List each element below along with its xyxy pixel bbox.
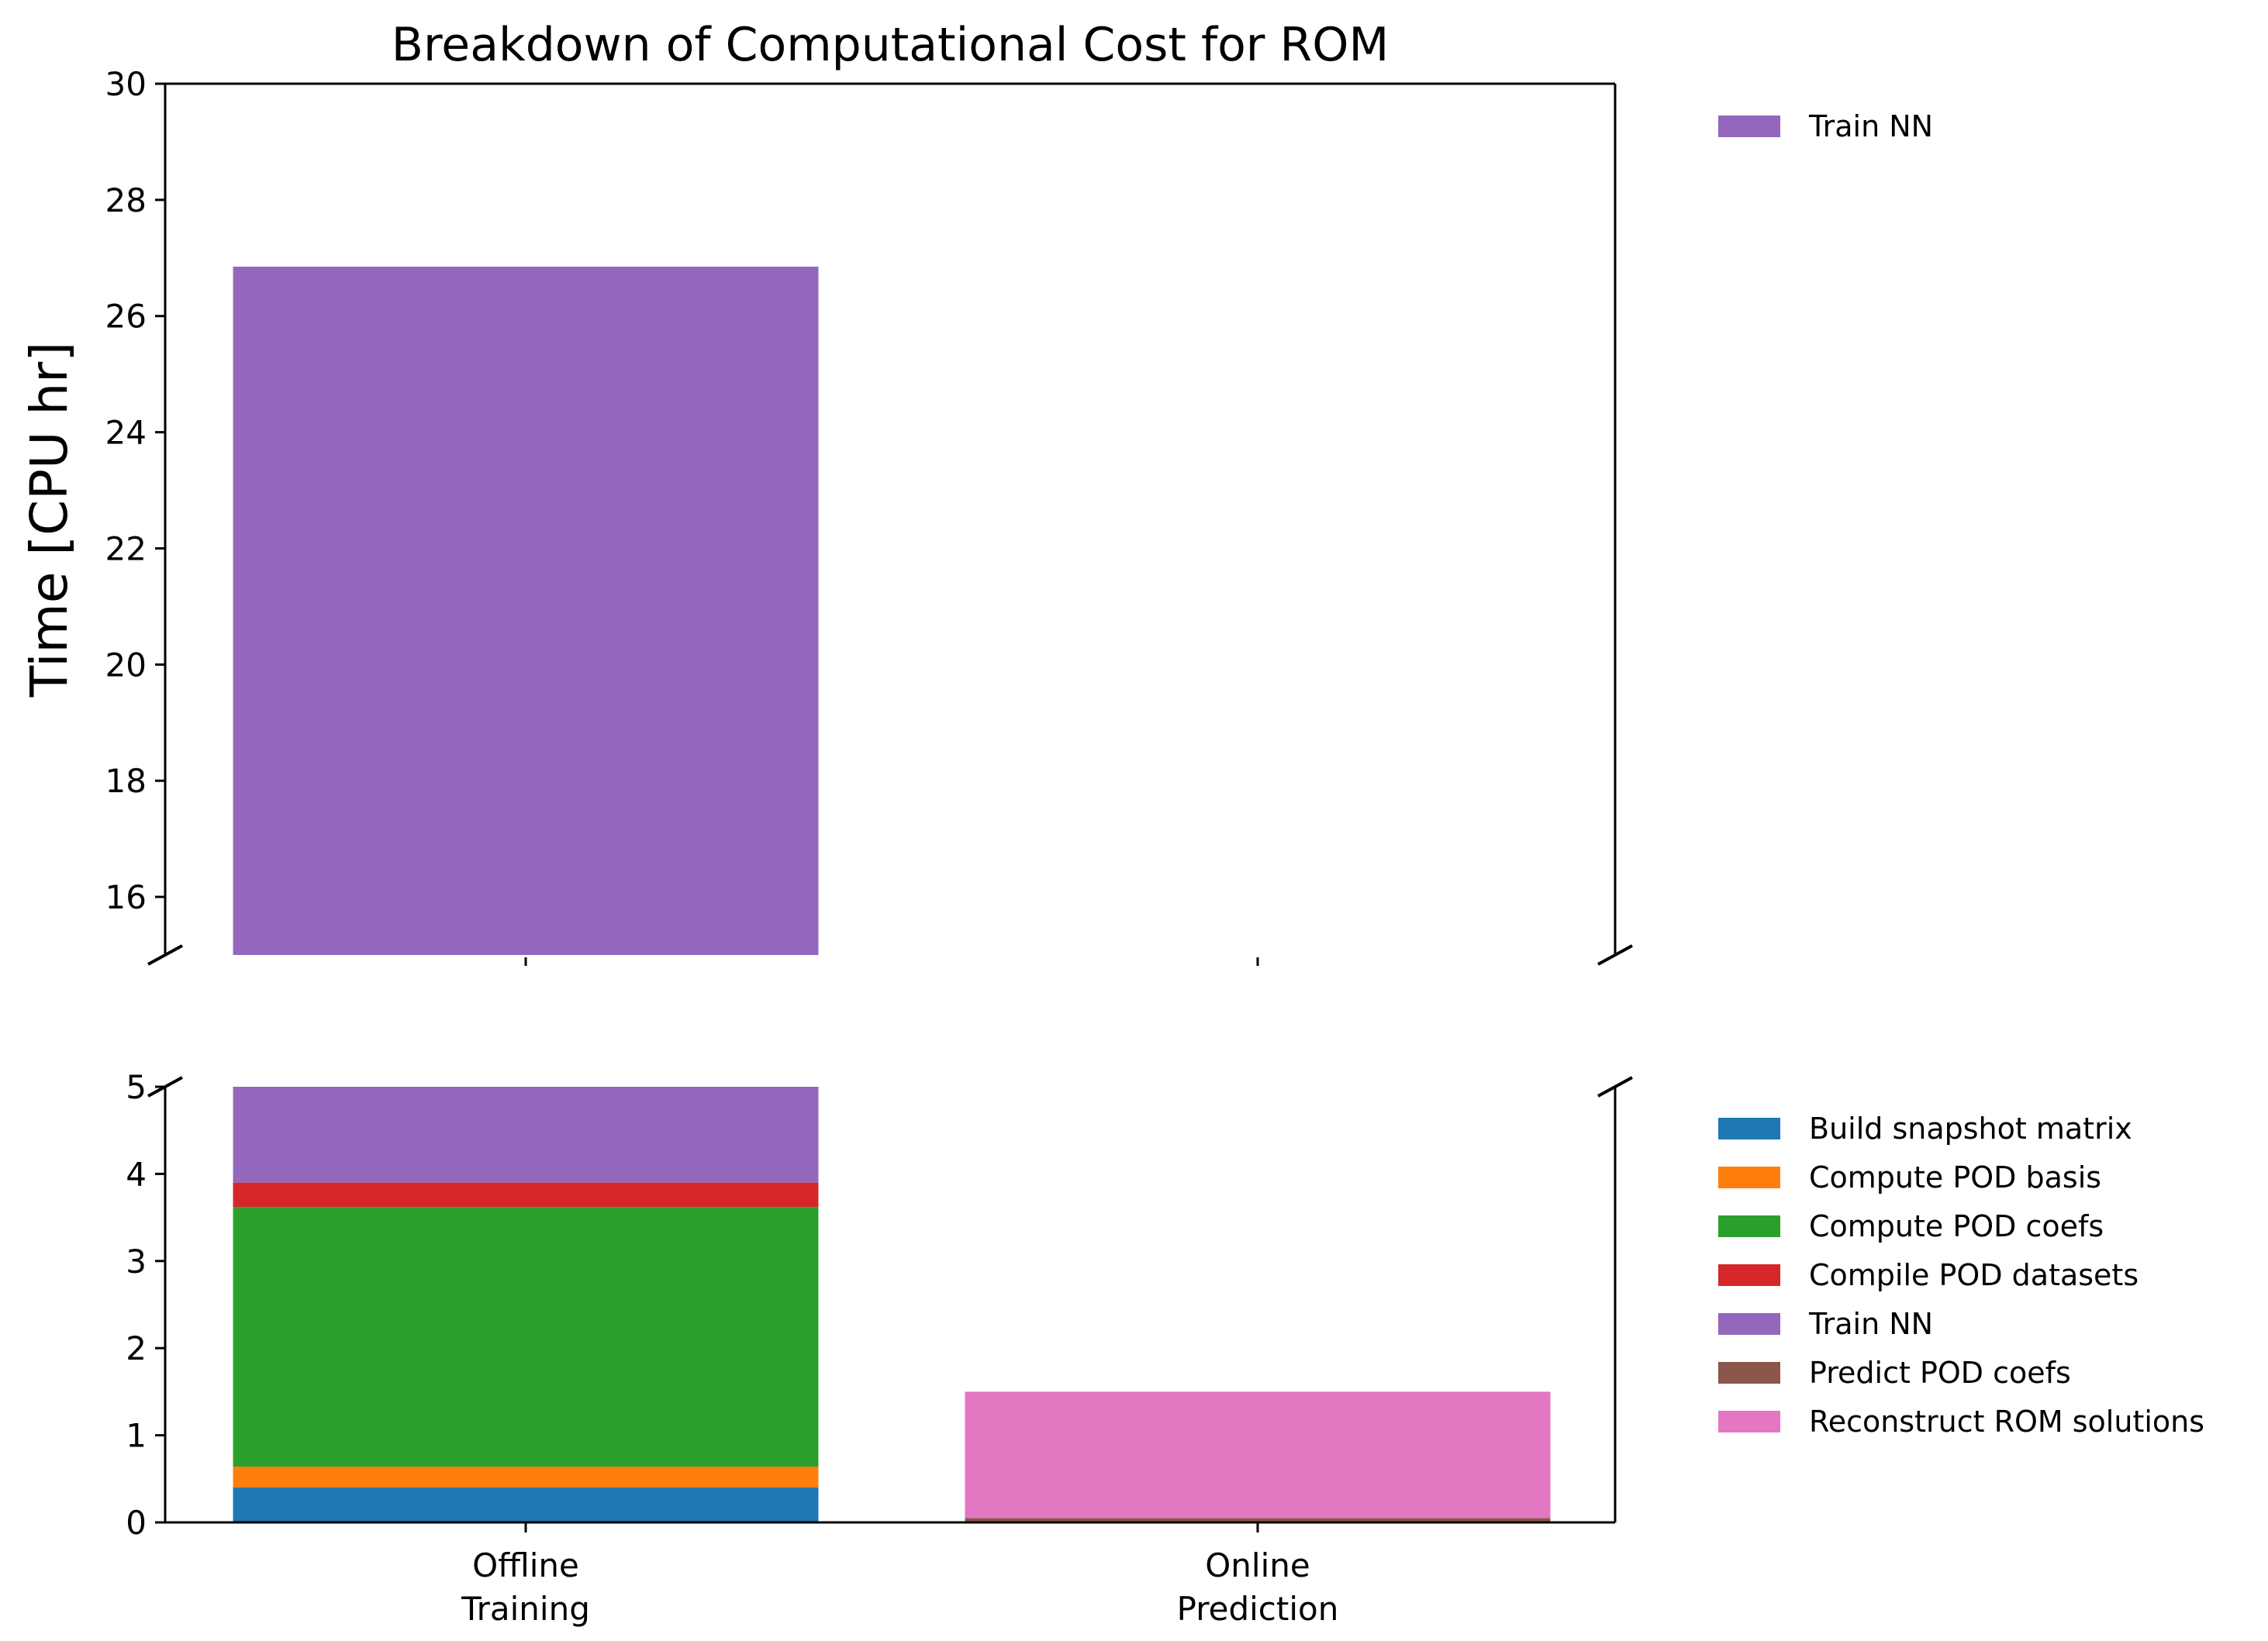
upper-ytick-label: 30 xyxy=(105,65,147,103)
legend-label: Train NN xyxy=(1808,1307,1933,1341)
upper-ytick-label: 18 xyxy=(105,762,147,800)
legend-swatch xyxy=(1718,1118,1780,1139)
xtick-label: Prediction xyxy=(1177,1590,1339,1628)
bar-segment-train-nn-lower-0 xyxy=(233,1087,819,1183)
legend-label-upper: Train NN xyxy=(1808,109,1933,143)
legend-swatch xyxy=(1718,1313,1780,1335)
lower-ytick-label: 2 xyxy=(126,1329,147,1367)
legend-label: Compute POD coefs xyxy=(1809,1209,2104,1243)
xtick-label: Online xyxy=(1205,1546,1310,1584)
bar-segment-compute-pod-coefs-lower-0 xyxy=(233,1207,819,1467)
lower-ytick-label: 5 xyxy=(126,1068,147,1106)
bar-segment-compute-pod-basis-lower-0 xyxy=(233,1467,819,1488)
upper-ytick-label: 24 xyxy=(105,414,147,452)
lower-ytick-label: 0 xyxy=(126,1504,147,1542)
upper-ytick-label: 26 xyxy=(105,298,147,336)
legend-swatch xyxy=(1718,1215,1780,1237)
bar-segment-reconstruct-rom-solutions-lower-1 xyxy=(965,1391,1551,1519)
legend-swatch xyxy=(1718,1264,1780,1286)
bar-segment-compile-pod-datasets-lower-0 xyxy=(233,1182,819,1208)
break-mark-upper-left xyxy=(147,944,183,966)
legend-label: Compile POD datasets xyxy=(1809,1258,2139,1292)
legend-label: Compute POD basis xyxy=(1809,1160,2101,1195)
legend-label: Predict POD coefs xyxy=(1809,1356,2071,1390)
chart-title: Breakdown of Computational Cost for ROM xyxy=(392,18,1389,72)
lower-ytick-label: 4 xyxy=(126,1155,147,1193)
bar-segment-train-nn-upper-0 xyxy=(233,267,819,955)
upper-ytick-label: 16 xyxy=(105,878,147,916)
legend-label: Reconstruct ROM solutions xyxy=(1809,1405,2204,1439)
xtick-label: Offline xyxy=(472,1546,579,1584)
upper-ytick-label: 22 xyxy=(105,529,147,567)
bar-segment-predict-pod-coefs-lower-1 xyxy=(965,1518,1551,1522)
lower-ytick-label: 1 xyxy=(126,1417,147,1455)
legend: Train NN Build snapshot matrix Compute POD… xyxy=(1718,109,2204,1439)
legend-swatch xyxy=(1718,1167,1780,1188)
upper-ytick-label: 28 xyxy=(105,181,147,219)
legend-swatch xyxy=(1718,1362,1780,1384)
legend-swatch-upper xyxy=(1718,115,1780,137)
legend-swatch xyxy=(1718,1411,1780,1432)
bars-layer xyxy=(233,267,1551,1522)
bar-segment-build-snapshot-matrix-lower-0 xyxy=(233,1488,819,1522)
xtick-label: Training xyxy=(461,1590,590,1628)
legend-label: Build snapshot matrix xyxy=(1809,1112,2132,1146)
y-axis-label: Time [CPU hr] xyxy=(19,342,79,698)
upper-ytick-label: 20 xyxy=(105,646,147,684)
break-mark-upper-right xyxy=(1597,944,1633,966)
break-mark-lower-right xyxy=(1597,1076,1633,1098)
lower-ytick-label: 3 xyxy=(126,1243,147,1281)
